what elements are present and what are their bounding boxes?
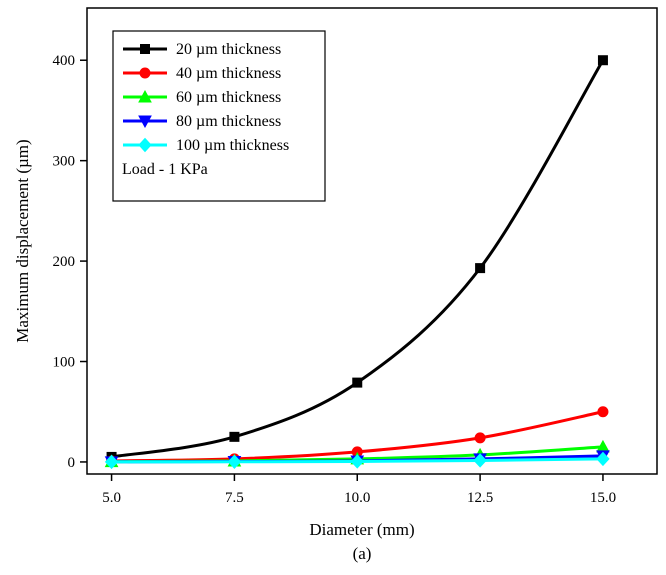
data-point bbox=[596, 451, 610, 467]
legend: 20 µm thickness 40 µm thickness 60 µm thic… bbox=[112, 30, 326, 202]
data-point bbox=[227, 454, 242, 469]
legend-marker bbox=[140, 44, 150, 54]
y-tick-label: 400 bbox=[53, 53, 76, 69]
axis-layer: 5.0 7.5 10.0 12.5 15.0 0 100 200 300 400 bbox=[53, 53, 617, 506]
chart-caption: (a) bbox=[353, 544, 372, 563]
y-tick-label: 100 bbox=[53, 355, 76, 371]
x-tick-label: 12.5 bbox=[467, 490, 493, 506]
series-5 bbox=[104, 451, 610, 470]
x-tick-label: 15.0 bbox=[590, 490, 616, 506]
data-point bbox=[475, 263, 486, 274]
series-layer bbox=[104, 55, 610, 470]
series-line bbox=[111, 59, 605, 459]
legend-item: 100 µm thickness bbox=[123, 137, 289, 154]
legend-label: 40 µm thickness bbox=[176, 65, 281, 82]
legend-item: 60 µm thickness bbox=[123, 89, 281, 106]
plot-frame bbox=[86, 7, 658, 475]
legend-item: 80 µm thickness bbox=[123, 113, 281, 130]
legend-item: 20 µm thickness bbox=[123, 41, 281, 58]
x-axis-title: Diameter (mm) bbox=[309, 520, 414, 539]
x-tick-label: 7.5 bbox=[225, 490, 244, 506]
data-point bbox=[597, 406, 609, 418]
legend-marker bbox=[139, 67, 151, 79]
y-tick-label: 200 bbox=[53, 254, 76, 270]
legend-label: 20 µm thickness bbox=[176, 41, 281, 58]
load-annotation: Load - 1 KPa bbox=[122, 161, 208, 178]
data-point bbox=[473, 453, 487, 468]
x-tick-label: 10.0 bbox=[344, 490, 370, 506]
data-point bbox=[350, 454, 364, 469]
legend-marker bbox=[138, 89, 152, 103]
data-point bbox=[597, 55, 608, 66]
y-tick-label: 0 bbox=[68, 455, 76, 471]
legend-marker bbox=[138, 115, 152, 129]
y-tick-label: 300 bbox=[53, 154, 76, 170]
data-point bbox=[104, 454, 119, 470]
data-point bbox=[352, 377, 363, 388]
y-axis-title: Maximum displacement (µm) bbox=[13, 139, 32, 342]
legend-item: 40 µm thickness bbox=[123, 65, 281, 82]
data-point bbox=[474, 432, 486, 444]
legend-label: 60 µm thickness bbox=[176, 89, 281, 106]
x-tick-label: 5.0 bbox=[102, 490, 121, 506]
legend-label: 80 µm thickness bbox=[176, 113, 281, 130]
legend-marker bbox=[138, 137, 152, 153]
legend-label: 100 µm thickness bbox=[176, 137, 289, 154]
data-point bbox=[229, 431, 240, 442]
